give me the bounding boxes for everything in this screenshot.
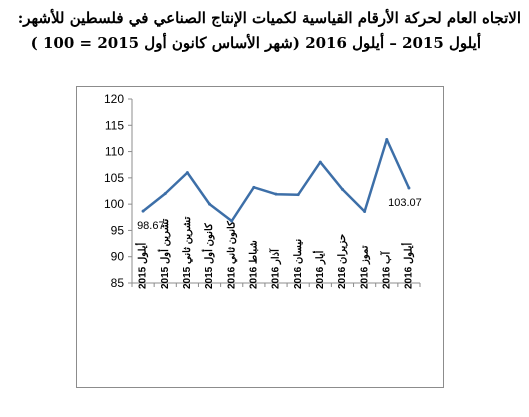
data-point [230,219,234,223]
data-point [340,187,344,191]
x-tick-label: أيار 2016 [313,250,326,289]
x-tick-label: تموز 2016 [359,245,370,289]
y-tick-label: 120 [104,92,124,106]
y-tick-label: 90 [111,250,125,264]
x-tick-label: آذار 2016 [269,248,282,289]
data-point [274,192,278,196]
x-tick-label: نيسان 2016 [293,239,304,289]
x-tick-label: شباط 2016 [248,240,259,289]
data-point [296,193,300,197]
x-tick-label: آب 2016 [379,251,392,289]
data-point [385,137,389,141]
data-point [407,186,411,190]
chart-title: الاتجاه العام لحركة الأرقام القياسية لكم… [8,8,521,54]
chart-title-line-1: الاتجاه العام لحركة الأرقام القياسية لكم… [17,9,521,27]
y-tick-label: 85 [111,276,125,290]
y-tick-label: 105 [104,171,124,185]
data-point [163,192,167,196]
y-tick-label: 115 [105,118,124,132]
data-point [141,209,145,213]
x-tick-label: تشرين ثاني 2015 [182,216,193,289]
data-point [252,185,256,189]
chart-frame [76,86,444,388]
data-point [185,171,189,175]
chart-title-line-2: أيلول 2015 – أيلول 2016 (شهر الأساس كانو… [30,34,481,52]
y-tick-label: 100 [104,197,124,211]
x-tick-label: حزيران 2016 [337,234,348,289]
x-tick-label: كانون ثاني 2016 [226,221,237,289]
series-line [142,138,411,223]
data-label: 103.07 [388,197,422,209]
y-tick-label: 110 [105,145,124,159]
x-tick-label: كانون أول 2015 [202,223,215,289]
x-tick-label: تشرين أول 2015 [158,218,171,289]
x-tick-label: أيلول 2016 [402,242,415,289]
data-label: 98.67 [137,220,165,232]
x-tick-label: أيلول 2015 [136,242,149,289]
data-point [208,202,212,206]
data-point [318,160,322,164]
data-point [363,210,367,214]
y-tick-label: 95 [111,223,125,237]
